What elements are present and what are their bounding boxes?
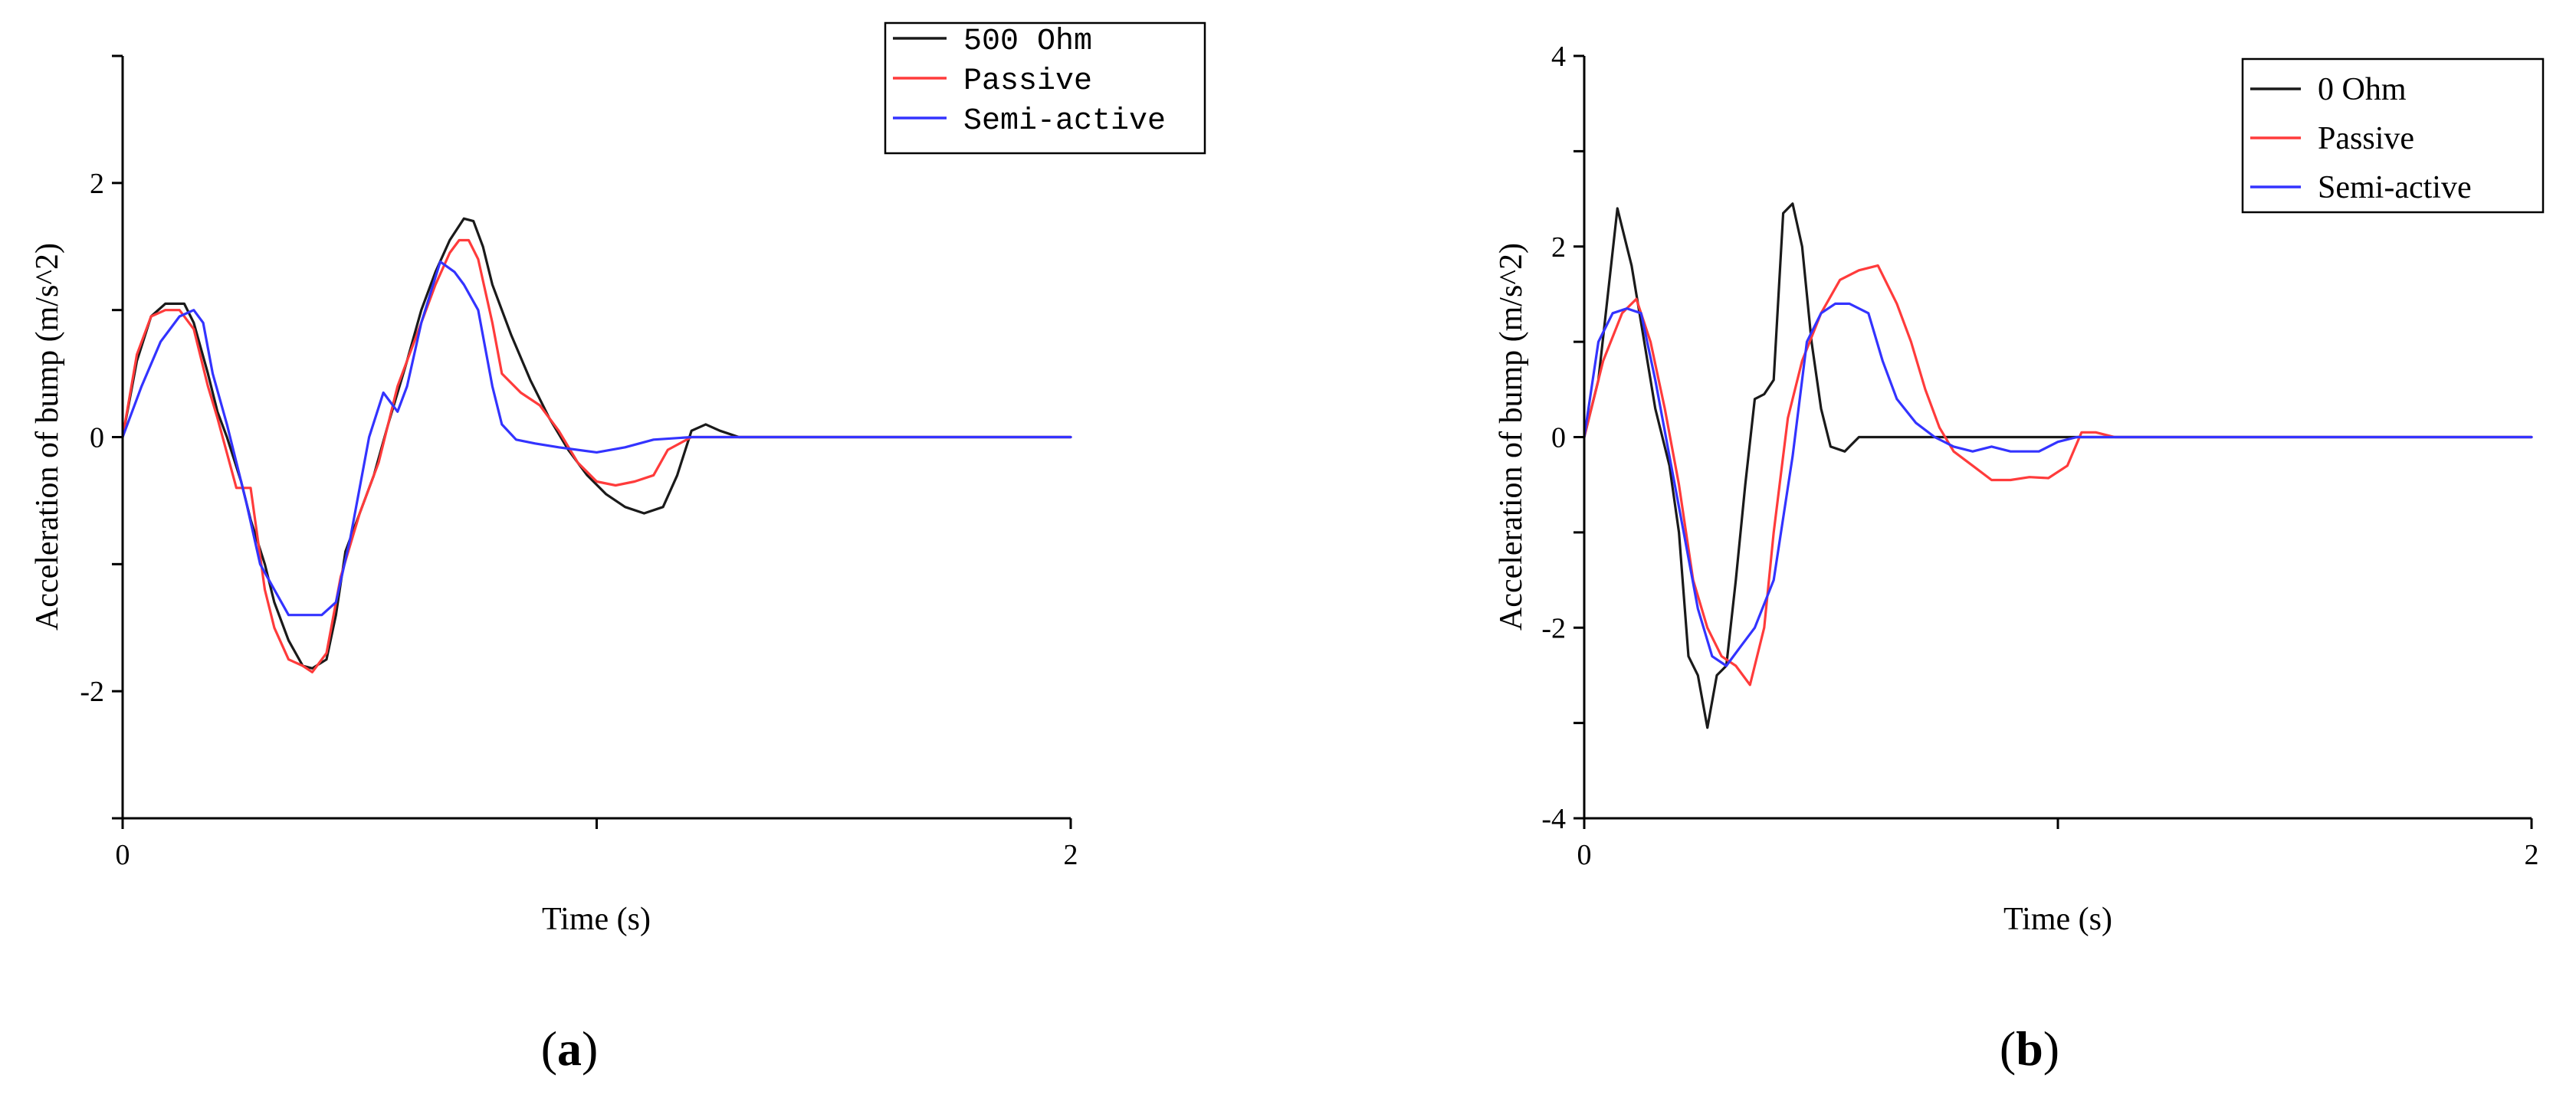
y-tick-label: -4 [1541, 803, 1566, 835]
legend-box [884, 21, 1206, 155]
x-axis-title: Time (s) [2003, 902, 2112, 937]
y-axis-title: Acceleration of bump (m/s^2) [30, 243, 65, 631]
series-line-500-ohm [121, 217, 1072, 670]
series-line-semi-active [1583, 302, 2533, 667]
x-axis-title: Time (s) [542, 902, 651, 937]
y-axis-title: Acceleration of bump (m/s^2) [1494, 243, 1529, 631]
legend-label: 500 Ohm [963, 25, 1092, 59]
panel-label-a: (a) [541, 1021, 599, 1076]
series-group [121, 217, 1072, 673]
tick-group: 0 2 -2 0 2 [80, 54, 1078, 871]
chart-panel-a: 0 2 -2 0 2 Time (s) Acceleration of bump (m/… [30, 21, 1206, 1076]
panel-label-b-letter: b [2016, 1021, 2043, 1076]
y-tick-label: 2 [90, 168, 104, 200]
tick-group: 0 2 -4 -2 0 2 4 [1541, 41, 2538, 871]
y-tick-label: -2 [1541, 612, 1566, 644]
series-line-0-ohm [1583, 202, 2533, 729]
legend-label: Semi-active [963, 104, 1166, 139]
series-line-semi-active [121, 261, 1072, 617]
x-tick-label: 0 [1577, 839, 1592, 871]
legend: 500 Ohm Passive Semi-active [884, 21, 1206, 155]
legend-label: Semi-active [2318, 170, 2472, 205]
legend: 0 Ohm Passive Semi-active [2241, 57, 2545, 214]
x-tick-label: 2 [2525, 839, 2539, 871]
x-tick-label: 0 [116, 839, 130, 871]
y-tick-label: 4 [1551, 41, 1566, 73]
y-tick-label: -2 [80, 676, 104, 708]
legend-label: Passive [2318, 121, 2414, 156]
legend-label: 0 Ohm [2318, 72, 2407, 107]
y-tick-label: 2 [1551, 231, 1566, 264]
legend-items: 0 Ohm Passive Semi-active [2250, 72, 2472, 205]
y-tick-label: 0 [1551, 422, 1566, 454]
legend-label: Passive [963, 64, 1092, 99]
y-tick-label: 0 [90, 422, 104, 454]
panel-label-b: (b) [2000, 1021, 2059, 1076]
legend-items: 500 Ohm Passive Semi-active [893, 25, 1166, 139]
panel-label-a-letter: a [557, 1021, 582, 1076]
x-tick-label: 2 [1064, 839, 1078, 871]
series-line-passive [121, 238, 1072, 673]
chart-panel-b: 0 2 -4 -2 0 2 4 Time (s) Acceleration of bump … [1494, 41, 2545, 1076]
series-line-passive [1583, 264, 2533, 686]
series-group [1583, 202, 2533, 729]
